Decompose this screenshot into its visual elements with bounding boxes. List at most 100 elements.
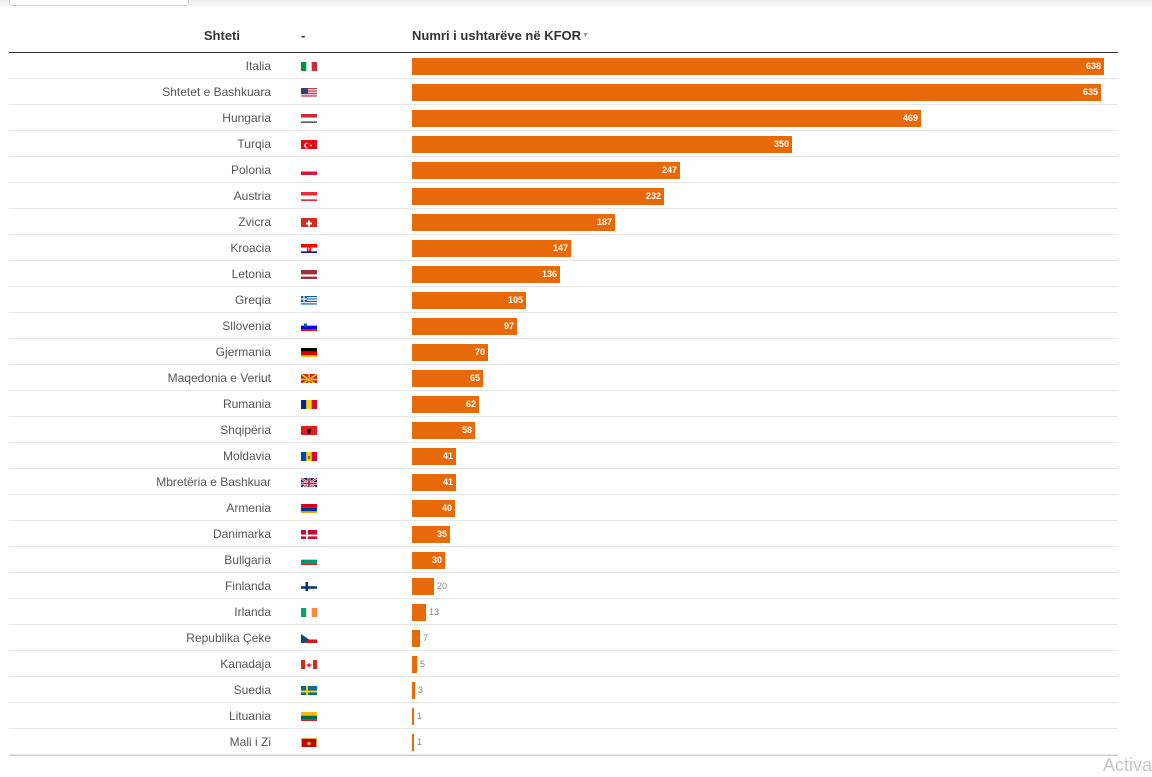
table-row: Shqipëria 58 bbox=[0, 417, 1120, 443]
table-row: Maqedonia e Veriut 65 bbox=[0, 365, 1120, 391]
table-row: Mbretëria e Bashkuar 41 bbox=[0, 469, 1120, 495]
country-label: Republika Çeke bbox=[186, 631, 271, 645]
bar-value-label: 62 bbox=[465, 399, 476, 409]
top-fade bbox=[0, 0, 1152, 8]
bar[interactable] bbox=[412, 630, 420, 647]
bar[interactable] bbox=[412, 682, 415, 699]
flag-icon bbox=[301, 736, 317, 747]
country-label: Zvicra bbox=[238, 215, 271, 229]
country-label: Sllovenia bbox=[222, 319, 271, 333]
table-row: Danimarka 35 bbox=[0, 521, 1120, 547]
table-row: Turqia 350 bbox=[0, 131, 1120, 157]
flag-column-header[interactable]: - bbox=[301, 28, 306, 43]
country-label: Mali i Zi bbox=[229, 735, 271, 749]
bar[interactable] bbox=[412, 500, 455, 517]
table-row: Rumania 62 bbox=[0, 391, 1120, 417]
row-divider bbox=[9, 104, 1118, 105]
table-row: Italia 638 bbox=[0, 53, 1120, 79]
table-row: Moldavia 41 bbox=[0, 443, 1120, 469]
header-divider bbox=[9, 52, 1118, 53]
bar[interactable] bbox=[412, 292, 526, 309]
table-row: Suedia 3 bbox=[0, 677, 1120, 703]
sort-desc-icon[interactable]: ▼ bbox=[582, 32, 589, 39]
flag-icon bbox=[301, 554, 317, 565]
bar[interactable] bbox=[412, 708, 414, 725]
row-divider bbox=[9, 650, 1118, 651]
row-divider bbox=[9, 572, 1118, 573]
flag-icon bbox=[301, 580, 317, 591]
country-label: Turqia bbox=[237, 137, 271, 151]
bar[interactable] bbox=[412, 110, 921, 127]
row-divider bbox=[9, 598, 1118, 599]
bar[interactable] bbox=[412, 370, 483, 387]
bar[interactable] bbox=[412, 474, 456, 491]
bar[interactable] bbox=[412, 734, 414, 751]
bar[interactable] bbox=[412, 58, 1104, 75]
country-label: Danimarka bbox=[212, 527, 271, 541]
flag-icon bbox=[301, 346, 317, 357]
flag-icon bbox=[301, 476, 317, 487]
bar[interactable] bbox=[412, 136, 792, 153]
country-column-header[interactable]: Shteti bbox=[203, 28, 240, 43]
bar[interactable] bbox=[412, 344, 488, 361]
bar-value-label: 147 bbox=[552, 243, 568, 253]
row-divider bbox=[9, 260, 1118, 261]
bar[interactable] bbox=[412, 448, 456, 465]
flag-icon bbox=[301, 190, 317, 201]
row-divider bbox=[9, 728, 1118, 729]
country-label: Finlanda bbox=[224, 579, 271, 593]
flag-icon bbox=[301, 528, 317, 539]
bar[interactable] bbox=[412, 656, 417, 673]
country-label: Greqia bbox=[234, 293, 271, 307]
search-input[interactable] bbox=[9, 0, 189, 6]
bar[interactable] bbox=[412, 552, 445, 569]
value-column-header[interactable]: Numri i ushtarëve në KFOR bbox=[412, 28, 582, 43]
bar[interactable] bbox=[412, 84, 1101, 101]
bar[interactable] bbox=[412, 526, 450, 543]
table-row: Armenia 40 bbox=[0, 495, 1120, 521]
bar-value-label: 7 bbox=[423, 633, 429, 643]
bar[interactable] bbox=[412, 318, 517, 335]
bar[interactable] bbox=[412, 162, 680, 179]
row-divider bbox=[9, 520, 1118, 521]
bar[interactable] bbox=[412, 422, 475, 439]
country-label: Irlanda bbox=[234, 605, 271, 619]
table-row: Mali i Zi 1 bbox=[0, 729, 1120, 755]
bar-value-label: 3 bbox=[418, 685, 424, 695]
bottom-divider bbox=[9, 755, 1118, 756]
flag-icon bbox=[301, 60, 317, 71]
bar-value-label: 41 bbox=[442, 451, 453, 461]
row-divider bbox=[9, 494, 1118, 495]
bar-value-label: 58 bbox=[461, 425, 472, 435]
country-label: Polonia bbox=[230, 163, 271, 177]
flag-icon bbox=[301, 138, 317, 149]
row-divider bbox=[9, 364, 1118, 365]
bar[interactable] bbox=[412, 266, 560, 283]
flag-icon bbox=[301, 684, 317, 695]
country-label: Letonia bbox=[231, 267, 271, 281]
bar[interactable] bbox=[412, 604, 426, 621]
bar-value-label: 247 bbox=[661, 165, 677, 175]
row-divider bbox=[9, 130, 1118, 131]
bar-value-label: 187 bbox=[596, 217, 612, 227]
table-row: Kanadaja 5 bbox=[0, 651, 1120, 677]
row-divider bbox=[9, 234, 1118, 235]
country-label: Gjermania bbox=[215, 345, 271, 359]
bar-value-label: 41 bbox=[442, 477, 453, 487]
row-divider bbox=[9, 182, 1118, 183]
bar-value-label: 1 bbox=[417, 711, 423, 721]
country-label: Bullgaria bbox=[224, 553, 271, 567]
table-row: Hungaria 469 bbox=[0, 105, 1120, 131]
bar[interactable] bbox=[412, 188, 664, 205]
table-row: Bullgaria 30 bbox=[0, 547, 1120, 573]
bar[interactable] bbox=[412, 578, 434, 595]
country-label: Shtetet e Bashkuara bbox=[162, 85, 271, 99]
table-row: Shtetet e Bashkuara 635 bbox=[0, 79, 1120, 105]
country-label: Shqipëria bbox=[220, 423, 271, 437]
bar-value-label: 20 bbox=[437, 581, 448, 591]
bar[interactable] bbox=[412, 396, 479, 413]
bar-value-label: 5 bbox=[420, 659, 426, 669]
country-label: Suedia bbox=[233, 683, 271, 697]
bar[interactable] bbox=[412, 240, 571, 257]
bar[interactable] bbox=[412, 214, 615, 231]
